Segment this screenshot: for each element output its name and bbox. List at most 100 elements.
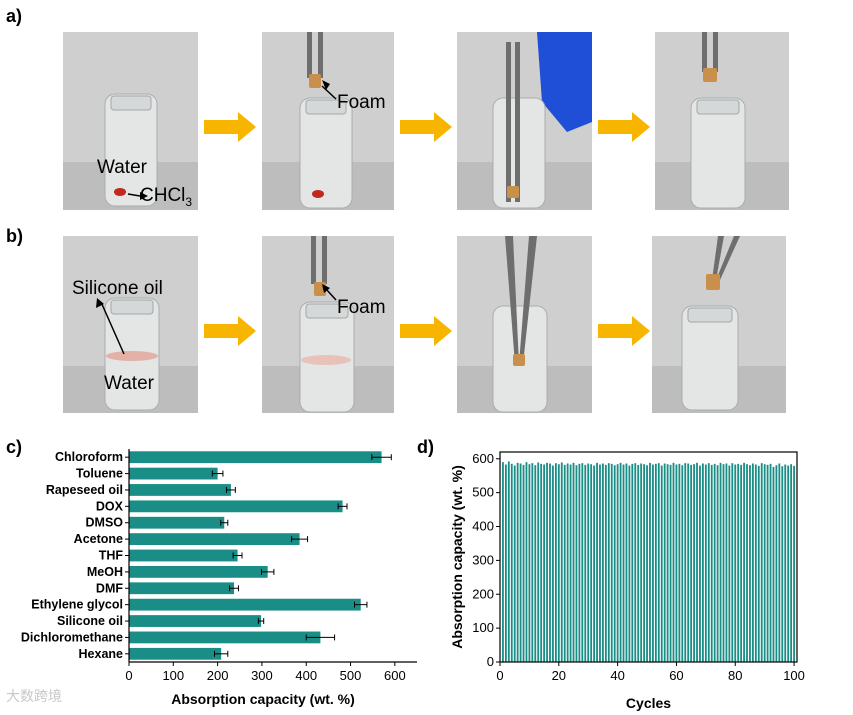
cycle-bar xyxy=(599,464,601,662)
cycle-bar xyxy=(631,463,634,662)
cycle-bar xyxy=(763,464,766,662)
cycle-bar xyxy=(787,465,790,662)
cycle-bar xyxy=(775,465,778,662)
cycle-bar xyxy=(699,465,701,662)
cycle-bar xyxy=(749,465,751,662)
label-foam-b: Foam xyxy=(337,297,386,318)
cycle-bar xyxy=(693,464,695,662)
cycle-bar xyxy=(784,464,787,662)
panel-label-b: b) xyxy=(6,226,23,246)
annotation-pointers xyxy=(96,80,337,355)
y-tick-label: 500 xyxy=(472,485,494,500)
photo-b3 xyxy=(457,236,592,413)
label-silicone-oil: Silicone oil xyxy=(72,278,163,299)
cycle-bar xyxy=(554,463,557,662)
y-axis-title: Absorption capacity (wt. %) xyxy=(449,465,465,649)
cycle-bar xyxy=(728,465,731,662)
cycle-bar xyxy=(504,464,507,662)
cycle-bar xyxy=(575,465,578,662)
cycle-bar xyxy=(549,463,551,662)
cycle-bar xyxy=(507,461,510,662)
cycle-bar xyxy=(572,462,575,662)
y-tick-label: 200 xyxy=(472,586,494,601)
panel-label-d: d) xyxy=(417,437,434,457)
arrow-b1 xyxy=(204,316,256,346)
vial-photo-b2 xyxy=(262,236,394,413)
cycle-bar xyxy=(643,464,646,662)
category-label: Rapeseed oil xyxy=(46,483,123,497)
y-tick-label: 0 xyxy=(487,654,494,669)
pointer-foam-b xyxy=(325,288,337,301)
category-label: MeOH xyxy=(87,565,123,579)
y-tick-label: 600 xyxy=(472,451,494,466)
cycle-bar xyxy=(557,464,560,662)
pointer-silicone xyxy=(100,301,125,355)
cycle-bar xyxy=(578,463,581,662)
x-tick-label: 60 xyxy=(669,668,683,683)
x-tick-label: 20 xyxy=(552,668,566,683)
label-chcl3-main: CHCl xyxy=(140,185,186,206)
cycle-bar xyxy=(746,464,748,662)
cycle-bar xyxy=(584,464,587,662)
cycle-bar xyxy=(701,463,704,662)
bar-acetone xyxy=(129,533,300,546)
cycle-bar xyxy=(546,462,548,662)
cycle-bar xyxy=(560,462,563,662)
cycle-bar xyxy=(657,463,660,662)
vial-photo-a1 xyxy=(63,32,198,210)
cycle-bar xyxy=(766,464,769,662)
cycle-bar xyxy=(757,465,760,662)
category-label: THF xyxy=(99,549,124,563)
cycle-bar xyxy=(534,465,537,662)
cycle-bar xyxy=(725,463,728,662)
cycle-bar xyxy=(581,463,584,662)
panel-label-a: a) xyxy=(6,6,23,26)
cycle-bar xyxy=(640,463,643,662)
chart-c-absorption-by-solvent: Chloroform Toluene Rapeseed oil DOX DMSO Acet… xyxy=(21,449,417,707)
cycle-bar xyxy=(610,463,613,662)
arrow-b3 xyxy=(598,316,650,346)
x-tick-label: 100 xyxy=(783,668,805,683)
bar-dmf xyxy=(129,582,235,595)
vial-photo-b4 xyxy=(652,236,786,413)
cycle-bar xyxy=(531,463,534,662)
cycle-bar xyxy=(528,464,531,662)
x-tick-label: 600 xyxy=(384,668,406,683)
x-tick-label: 0 xyxy=(496,668,503,683)
cycle-bar xyxy=(781,466,784,662)
category-label: Toluene xyxy=(76,467,123,481)
x-tick-label: 40 xyxy=(610,668,624,683)
vial-photo-a2 xyxy=(262,32,394,210)
cycle-bar xyxy=(751,463,754,662)
photo-a2 xyxy=(262,32,394,210)
x-tick-label: 400 xyxy=(295,668,317,683)
cycle-bar xyxy=(616,464,619,662)
x-tick-label: 100 xyxy=(162,668,184,683)
cycle-bar xyxy=(552,465,554,662)
cycle-bar xyxy=(713,463,716,662)
cycle-bar xyxy=(707,463,710,662)
category-label: Chloroform xyxy=(55,450,123,464)
cycle-bar xyxy=(663,463,666,662)
cycle-bar xyxy=(628,465,631,662)
cycle-bar xyxy=(722,464,725,662)
label-chcl3: CHCl3 xyxy=(140,185,192,209)
cycle-bar xyxy=(743,462,745,662)
bar-rapeseed-oil xyxy=(129,484,231,496)
cycle-bar xyxy=(704,464,707,662)
y-tick-label: 300 xyxy=(472,552,494,567)
cycle-bar xyxy=(540,463,543,662)
x-axis-title: Absorption capacity (wt. %) xyxy=(171,691,355,707)
cycle-bar xyxy=(734,464,737,662)
bar-ethylene-glycol xyxy=(129,598,361,611)
bar-meoh xyxy=(129,565,268,578)
category-label: DMF xyxy=(96,581,123,595)
category-label: DOX xyxy=(96,499,124,513)
photo-a4 xyxy=(655,32,789,210)
cycle-bar xyxy=(719,462,722,662)
cycle-bar xyxy=(646,465,648,662)
watermark: 大数跨境 xyxy=(6,688,62,704)
cycle-bar xyxy=(760,463,763,662)
cycle-bar xyxy=(563,464,566,662)
cycle-bar xyxy=(669,464,672,662)
